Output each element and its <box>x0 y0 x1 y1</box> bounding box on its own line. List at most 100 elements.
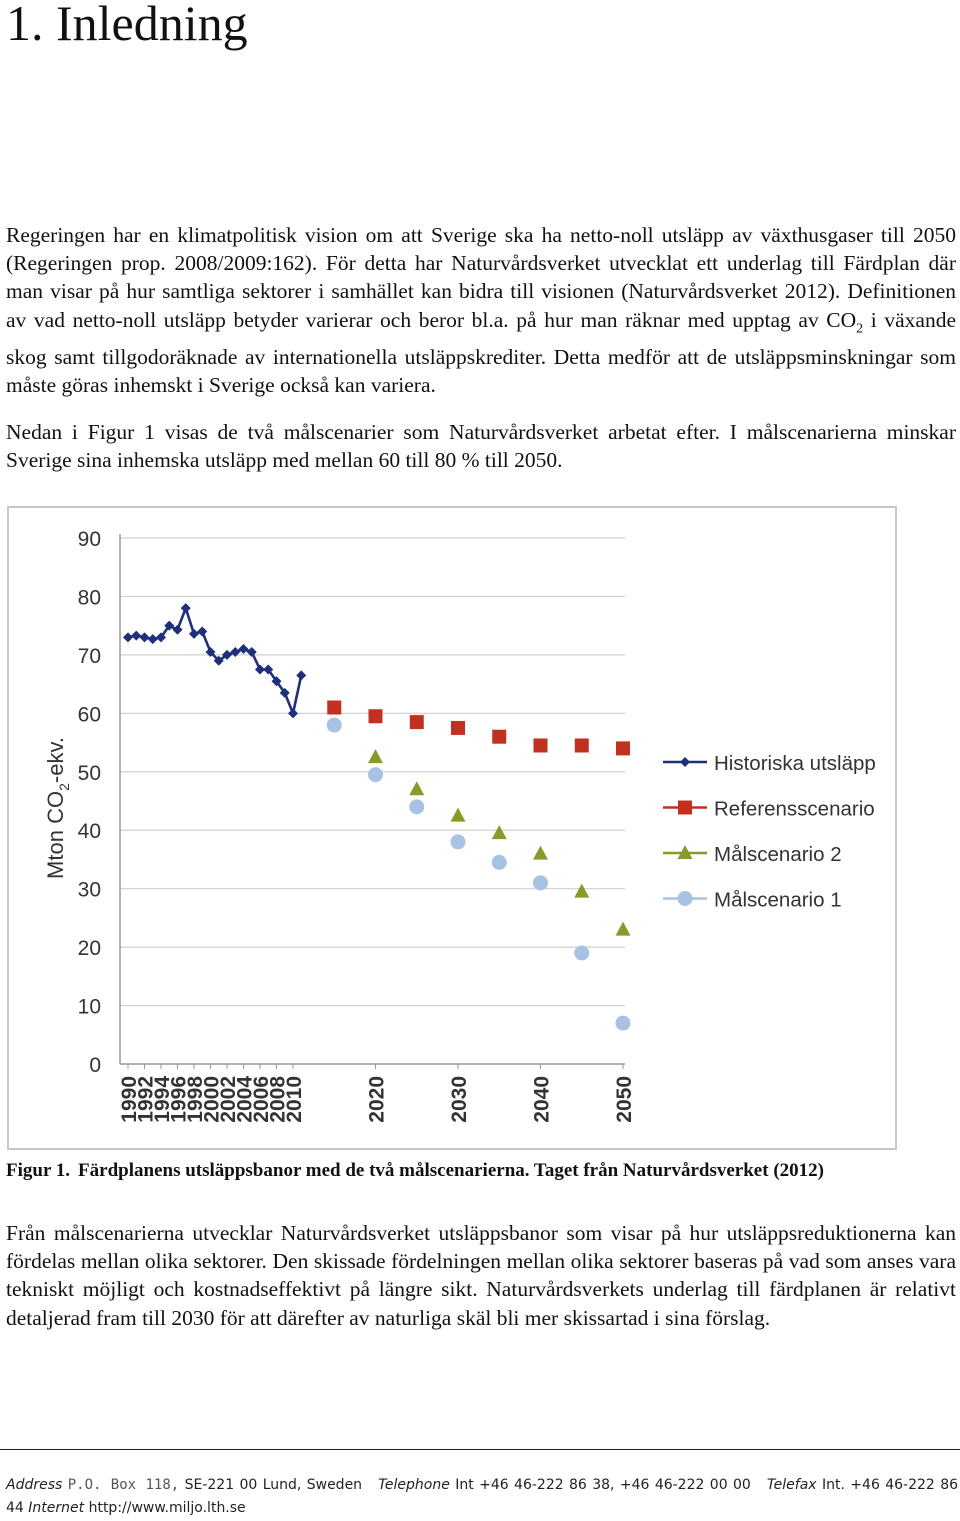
x-tick-label: 2002 <box>217 1076 240 1123</box>
y-tick-label: 40 <box>78 820 101 843</box>
data-point <box>255 664 265 675</box>
legend-label: Historiska utsläpp <box>714 752 876 775</box>
x-tick-label: 1998 <box>184 1076 207 1123</box>
internet-link[interactable]: http://www.miljo.lth.se <box>88 1500 246 1516</box>
data-point <box>615 921 631 936</box>
x-tick-label: 2008 <box>267 1076 290 1123</box>
y-tick-label: 10 <box>78 996 101 1019</box>
data-point <box>677 845 693 859</box>
scenario-paragraph: Från målscenarierna utvecklar Naturvårds… <box>6 1221 956 1330</box>
data-point <box>326 717 342 733</box>
y-tick-label: 70 <box>78 645 101 668</box>
co2-subscript: 2 <box>856 320 864 336</box>
legend-label: Referensscenario <box>714 798 875 821</box>
data-point <box>238 644 249 655</box>
data-point <box>288 708 298 719</box>
intro-text-a: Regeringen har en klimatpolitisk vision … <box>6 223 956 332</box>
y-tick-label: 50 <box>78 762 101 785</box>
x-tick-label: 2040 <box>531 1076 554 1123</box>
y-tick-label: 80 <box>78 586 101 609</box>
data-point <box>574 738 589 753</box>
legend-label: Målscenario 2 <box>714 843 842 866</box>
data-point <box>616 741 630 756</box>
data-point <box>230 646 241 657</box>
data-point <box>222 649 232 660</box>
intro-paragraph: Regeringen har en klimatpolitisk vision … <box>6 221 956 400</box>
series-diamond-line <box>123 603 307 719</box>
data-point <box>172 624 183 635</box>
data-point <box>409 715 424 730</box>
x-tick-label: 2030 <box>448 1076 471 1123</box>
data-point <box>491 825 507 840</box>
data-point <box>279 687 290 698</box>
data-point <box>533 845 548 860</box>
page-heading: 1. Inledning <box>6 0 248 51</box>
y-tick-label: 0 <box>89 1054 101 1077</box>
data-point <box>409 781 425 796</box>
data-point <box>131 630 142 641</box>
telefax-label: Telefax <box>766 1477 817 1493</box>
x-tick-label: 2050 <box>613 1076 636 1123</box>
data-point <box>409 799 425 815</box>
caption-text: Färdplanens utsläppsbanor med de två mål… <box>78 1160 824 1181</box>
x-tick-label: 1990 <box>118 1076 141 1123</box>
telefax-text: Int. +46 46-222 86 44 <box>6 1477 959 1516</box>
data-point <box>450 807 466 822</box>
y-tick-label: 90 <box>78 528 101 551</box>
data-point <box>451 720 465 735</box>
data-point <box>368 767 383 783</box>
caption-number: Figur 1. <box>6 1160 71 1181</box>
data-point <box>205 646 216 657</box>
series-triangle <box>368 749 631 936</box>
data-point <box>213 655 224 666</box>
footer: Address P.O. Box 118, SE-221 00 Lund, Sw… <box>6 1474 958 1520</box>
data-point <box>533 738 548 753</box>
x-tick-label: 2004 <box>234 1076 257 1123</box>
telephone-text: Int +46 46-222 86 38, +46 46-222 00 00 <box>455 1477 751 1493</box>
data-point <box>574 883 590 898</box>
data-point <box>271 676 282 687</box>
data-point <box>180 603 191 614</box>
data-point <box>246 646 257 657</box>
figure-caption: Figur 1. Färdplanens utsläppsbanor med de… <box>6 1160 824 1182</box>
series-square <box>327 700 630 756</box>
data-point <box>139 632 150 643</box>
series-circle <box>326 717 631 1031</box>
data-point <box>680 757 690 767</box>
legend-entry: Målscenario 1 <box>663 889 842 912</box>
figure-1: 0 10 20 30 40 50 60 70 80 90 Mton CO2-ekv. 1990 1992… <box>7 506 897 1150</box>
data-point <box>492 729 507 744</box>
data-point <box>491 854 507 870</box>
y-tick-label: 20 <box>78 937 101 960</box>
data-point <box>263 664 274 675</box>
x-tick-label: 1996 <box>168 1076 191 1123</box>
data-point <box>164 620 175 631</box>
data-point <box>197 626 208 637</box>
intro-text-b: i växande skog samt tillgodoräknade av i… <box>6 307 956 398</box>
data-point <box>533 875 548 891</box>
y-tick-label: 30 <box>78 879 101 902</box>
data-point <box>677 891 693 906</box>
footer-divider <box>0 1449 960 1450</box>
data-point <box>123 632 133 643</box>
data-point <box>368 749 383 764</box>
x-tick-label: 2010 <box>283 1076 306 1123</box>
legend-entry: Referensscenario <box>663 798 875 821</box>
data-point <box>574 945 590 961</box>
x-tick-label: 2020 <box>366 1076 389 1123</box>
data-point <box>296 670 307 681</box>
series-line <box>127 604 303 718</box>
address-box: P.O. Box 118, <box>67 1477 180 1493</box>
y-tick-label: 60 <box>78 703 101 726</box>
x-tick-label: 2000 <box>201 1076 224 1123</box>
address-label: Address <box>6 1477 63 1493</box>
data-point <box>156 632 166 643</box>
data-point <box>615 1015 631 1031</box>
data-point <box>327 700 342 715</box>
data-point <box>450 834 466 850</box>
legend-entry: Målscenario 2 <box>663 843 842 866</box>
data-point <box>368 709 383 724</box>
x-tick-label: 2006 <box>250 1076 273 1123</box>
data-point <box>678 800 692 815</box>
